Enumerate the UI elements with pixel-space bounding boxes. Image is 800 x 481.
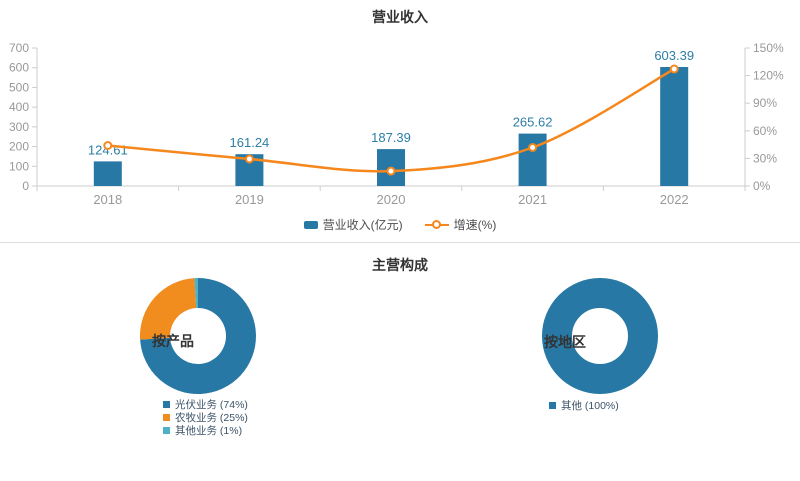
bar-series-swatch-icon	[303, 220, 318, 229]
y-axis-left-label: 400	[9, 100, 29, 114]
y-axis-right-label: 0%	[753, 179, 771, 193]
y-axis-left-label: 500	[9, 80, 29, 94]
y-axis-right-label: 120%	[753, 69, 784, 83]
region-pie-legend: 其他 (100%)	[549, 399, 619, 412]
pie-legend-item-其他[interactable]: 其他 (100%)	[549, 399, 619, 412]
line-series-swatch-icon	[424, 219, 449, 229]
growth-line-point-2021[interactable]	[528, 143, 538, 152]
growth-line-point-2019[interactable]	[244, 154, 254, 164]
bar-value-label: 161.24	[230, 135, 270, 150]
pie-legend-swatch-icon	[549, 402, 556, 409]
y-axis-left-label: 300	[9, 120, 29, 134]
composition-title: 主营构成	[372, 257, 428, 273]
pie-slice-光伏业务[interactable]	[140, 278, 256, 394]
pie-legend-swatch-icon	[163, 414, 170, 421]
pie-slice-农牧业务[interactable]	[140, 278, 197, 340]
pie-slice-其他[interactable]	[542, 278, 658, 394]
pie-legend-label: 其他业务 (1%)	[175, 425, 243, 437]
revenue-chart: 0 100 200 300 400 500 600 700 0% 30% 60% 90% 120% 150…	[9, 41, 784, 207]
pie-legend-label: 农牧业务 (25%)	[175, 412, 248, 424]
bar-2018[interactable]	[93, 161, 122, 186]
pie-slice-其他业务[interactable]	[194, 278, 198, 309]
pie-legend-label: 光伏业务 (74%)	[175, 399, 248, 411]
section-divider	[0, 242, 800, 243]
legend-item-growth[interactable]: 增速(%)	[424, 216, 497, 233]
revenue-chart-title: 营业收入	[372, 9, 428, 25]
product-pie-label: 按产品	[152, 333, 194, 349]
pie-legend-item-光伏业务[interactable]: 光伏业务 (74%)	[163, 398, 248, 411]
bar-2021[interactable]	[518, 133, 547, 186]
pie-legend-item-其他业务[interactable]: 其他业务 (1%)	[163, 424, 248, 437]
growth-line-point-2022[interactable]	[669, 64, 679, 74]
growth-line-point-2020[interactable]	[386, 166, 396, 176]
y-axis-right-label: 150%	[753, 41, 784, 55]
pie-legend-item-农牧业务[interactable]: 农牧业务 (25%)	[163, 411, 248, 424]
y-axis-right-label: 30%	[753, 151, 777, 165]
region-pie-chart	[542, 278, 658, 394]
region-pie-label: 按地区	[544, 334, 586, 350]
x-axis-label: 2020	[377, 192, 406, 207]
y-axis-right-label: 90%	[753, 96, 777, 110]
bar-value-label: 265.62	[513, 115, 553, 130]
legend-label: 增速(%)	[453, 218, 497, 232]
y-axis-left-label: 200	[9, 140, 29, 154]
y-axis-left-label: 0	[22, 179, 29, 193]
y-axis-left-label: 600	[9, 61, 29, 75]
product-pie-chart	[140, 278, 256, 394]
pie-legend-swatch-icon	[163, 427, 170, 434]
y-axis-right-label: 60%	[753, 124, 777, 138]
pie-legend-swatch-icon	[163, 401, 170, 408]
product-pie-legend: 光伏业务 (74%) 农牧业务 (25%) 其他业务 (1%)	[163, 398, 248, 437]
growth-line-point-2018[interactable]	[103, 141, 113, 150]
bar-value-label: 603.39	[654, 48, 694, 63]
y-axis-left-label: 700	[9, 41, 29, 55]
bar-value-label: 187.39	[371, 130, 411, 145]
legend-item-revenue[interactable]: 营业收入(亿元)	[303, 216, 403, 233]
pie-legend-label: 其他 (100%)	[561, 400, 619, 412]
y-axis-left-label: 100	[9, 159, 29, 173]
x-axis-label: 2019	[235, 192, 264, 207]
x-axis-label: 2018	[93, 192, 122, 207]
bar-2022[interactable]	[660, 67, 689, 186]
legend-label: 营业收入(亿元)	[322, 218, 403, 232]
x-axis-label: 2021	[518, 192, 547, 207]
x-axis-label: 2022	[660, 192, 689, 207]
revenue-chart-legend: 营业收入(亿元) 增速(%)	[0, 216, 800, 233]
